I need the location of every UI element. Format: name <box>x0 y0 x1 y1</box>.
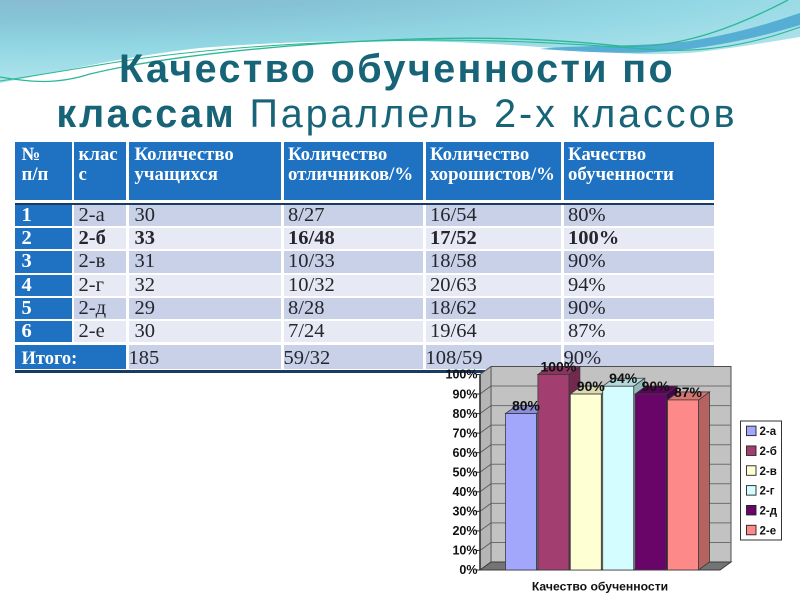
svg-text:0%: 0% <box>459 563 477 577</box>
svg-text:80%: 80% <box>512 398 541 414</box>
svg-text:80%: 80% <box>452 407 477 421</box>
svg-text:2-а: 2-а <box>760 426 777 438</box>
svg-text:50%: 50% <box>452 465 477 479</box>
svg-text:10%: 10% <box>452 544 477 558</box>
svg-text:87%: 87% <box>674 384 703 400</box>
svg-text:Качество обученности: Качество обученности <box>532 580 668 594</box>
svg-text:30%: 30% <box>452 505 477 519</box>
svg-text:2-е: 2-е <box>760 525 777 537</box>
svg-text:40%: 40% <box>452 485 477 499</box>
svg-text:70%: 70% <box>452 426 477 440</box>
svg-text:100%: 100% <box>540 359 576 375</box>
svg-text:2-г: 2-г <box>760 486 775 498</box>
svg-text:2-д: 2-д <box>760 505 778 517</box>
svg-text:94%: 94% <box>609 370 638 386</box>
svg-text:2-в: 2-в <box>760 466 777 478</box>
svg-text:2-б: 2-б <box>760 446 777 458</box>
svg-text:90%: 90% <box>642 378 671 394</box>
svg-text:20%: 20% <box>452 524 477 538</box>
svg-text:100%: 100% <box>446 368 478 382</box>
svg-text:90%: 90% <box>577 378 606 394</box>
svg-text:90%: 90% <box>452 387 477 401</box>
svg-text:60%: 60% <box>452 446 477 460</box>
